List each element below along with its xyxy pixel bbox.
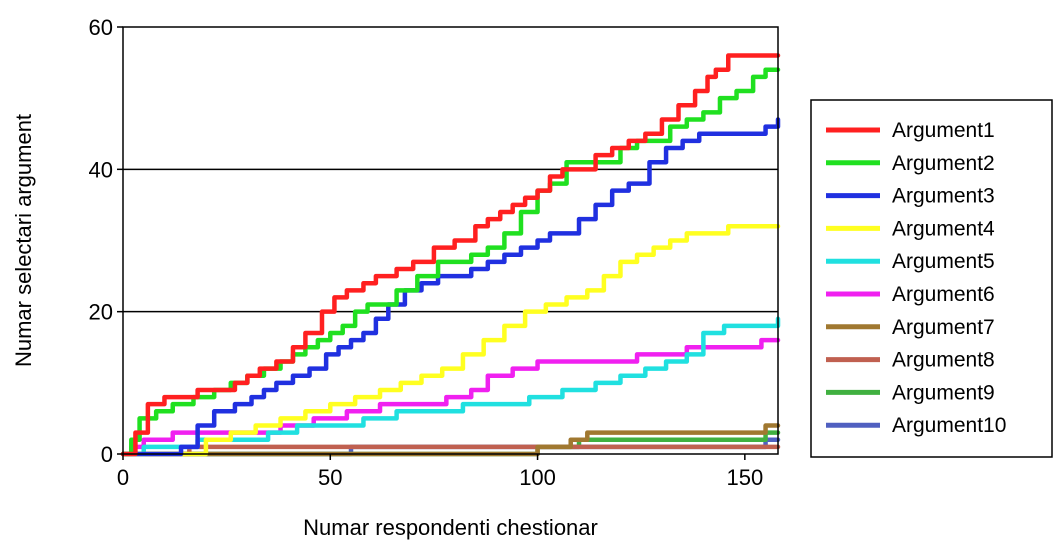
x-axis-title: Numar respondenti chestionar (303, 515, 598, 540)
series-line-argument5 (120, 316, 781, 457)
legend-label: Argument4 (892, 217, 995, 240)
legend-label: Argument5 (892, 250, 995, 273)
plot-frame (122, 26, 779, 455)
series-line-argument9 (120, 430, 781, 457)
legend: Argument1 Argument2 Argument3 Argument4 Argu… (810, 99, 1053, 458)
y-tick-label: 60 (89, 15, 113, 40)
y-tick-label: 20 (89, 300, 113, 325)
legend-frame (810, 99, 1053, 458)
series-layer (120, 53, 781, 457)
series-line-argument6 (120, 337, 781, 457)
legend-label: Argument9 (892, 381, 995, 404)
axis-ticks: 0 20 40 60 0 50 100 150 (89, 15, 764, 490)
series-line-argument4 (120, 224, 781, 457)
legend-label: Argument6 (892, 283, 995, 306)
legend-label: Argument1 (892, 119, 995, 142)
legend-label: Argument8 (892, 349, 995, 372)
gridlines (123, 168, 778, 313)
series-line-argument1 (120, 53, 781, 457)
legend-label: Argument3 (892, 185, 995, 208)
x-tick-label: 150 (726, 465, 763, 490)
x-tick-label: 0 (117, 465, 129, 490)
series-line-argument8 (120, 444, 781, 457)
legend-label: Argument7 (892, 316, 995, 339)
y-axis-title: Numar selectari argument (11, 114, 36, 367)
x-tick-label: 50 (318, 465, 342, 490)
legend-label: Argument10 (892, 414, 1006, 437)
plot-area: 0 20 40 60 0 50 100 150 (89, 15, 781, 490)
y-tick-label: 0 (101, 442, 113, 467)
x-tick-label: 100 (519, 465, 556, 490)
legend-label: Argument2 (892, 152, 995, 175)
y-tick-label: 40 (89, 157, 113, 182)
